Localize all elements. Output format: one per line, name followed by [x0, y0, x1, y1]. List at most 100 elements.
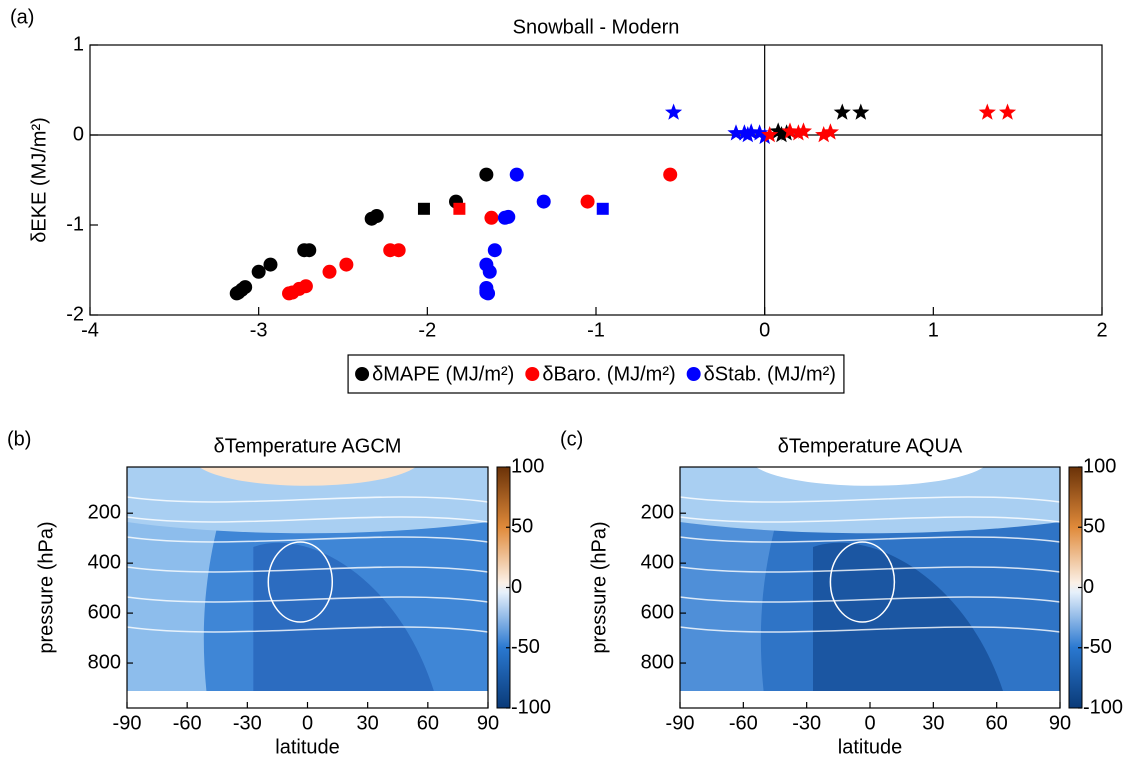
x-tick-label: -60: [173, 712, 202, 734]
point: [481, 286, 496, 301]
point: [297, 243, 312, 258]
colorbar-tick-label: 50: [511, 516, 533, 538]
contour-line: [267, 541, 334, 623]
point: [978, 103, 996, 120]
colorbar-tick-label: 0: [511, 576, 522, 598]
contour-line: [679, 536, 1061, 543]
x-tick-label: 0: [759, 319, 770, 341]
point: [453, 202, 466, 215]
point: [821, 123, 839, 140]
point: [482, 264, 497, 279]
point: [580, 194, 595, 209]
x-tick-label: 60: [986, 712, 1008, 734]
point: [479, 167, 494, 182]
chart-title: Snowball - Modern: [513, 16, 680, 38]
colorbar-tick-label: -100: [1083, 696, 1123, 718]
y-tick-label: -2: [66, 303, 84, 325]
point: [742, 123, 760, 140]
point: [789, 124, 807, 141]
x-tick-label: -1: [587, 319, 605, 341]
point: [833, 103, 851, 120]
y-tick-label: 400: [88, 551, 121, 573]
y-tick-label: 200: [88, 501, 121, 523]
y-axis-label: δEKE (MJ/m²): [28, 117, 50, 243]
point: [781, 122, 799, 139]
point: [727, 124, 745, 141]
colorbar-tick-label: -50: [1083, 636, 1112, 658]
y-tick-label: 0: [73, 123, 84, 145]
point: [509, 167, 524, 182]
legend-marker: [525, 367, 540, 381]
x-tick-label: -30: [792, 712, 821, 734]
legend-label: δBaro. (MJ/m²): [542, 363, 675, 385]
x-tick-label: -90: [113, 712, 142, 734]
x-tick-label: -30: [233, 712, 262, 734]
colorbar-tick-label: -100: [511, 696, 551, 718]
point: [794, 122, 812, 139]
field-region: [253, 542, 434, 691]
x-tick-label: -2: [418, 319, 436, 341]
legend-marker: [686, 367, 701, 381]
panel-label: (b): [7, 428, 31, 450]
point: [263, 257, 278, 272]
x-tick-label: 0: [864, 712, 875, 734]
contour-line: [679, 566, 1061, 573]
x-tick-label: -3: [250, 319, 268, 341]
x-tick-label: 0: [302, 712, 313, 734]
point: [487, 243, 502, 258]
point: [739, 126, 757, 143]
point: [596, 202, 609, 215]
y-tick-label: 1: [73, 33, 84, 55]
point: [282, 286, 297, 301]
legend-marker: [355, 367, 370, 381]
legend-label: δMAPE (MJ/m²): [372, 363, 514, 385]
contour-line: [679, 596, 1061, 603]
y-tick-label: 800: [88, 651, 121, 673]
contour-line: [126, 626, 489, 633]
x-tick-label: 30: [357, 712, 379, 734]
colorbar-tick-label: 100: [511, 455, 544, 477]
chart-title: δTemperature AGCM: [214, 435, 402, 457]
point: [251, 264, 266, 279]
point: [663, 167, 678, 182]
contour-line: [126, 496, 489, 503]
point: [501, 209, 516, 224]
x-tick-label: 90: [477, 712, 499, 734]
point: [322, 264, 337, 279]
point: [751, 124, 769, 141]
contour-line: [126, 536, 489, 543]
x-axis-label: latitude: [275, 736, 340, 758]
panel-label: (c): [560, 428, 583, 450]
contour-line: [679, 516, 1061, 523]
y-tick-label: 600: [641, 601, 674, 623]
point: [852, 103, 870, 120]
point: [773, 126, 791, 143]
y-tick-label: 200: [641, 501, 674, 523]
plot-frame: [89, 44, 1103, 316]
legend-label: δStab. (MJ/m²): [704, 363, 836, 385]
point: [417, 202, 430, 215]
point: [536, 194, 551, 209]
y-tick-label: 800: [641, 651, 674, 673]
field-region: [756, 467, 984, 486]
point: [761, 126, 779, 143]
point: [229, 286, 244, 301]
point: [484, 210, 499, 225]
x-axis-label: latitude: [838, 736, 903, 758]
point: [769, 122, 787, 139]
x-tick-label: 90: [1049, 712, 1071, 734]
point: [364, 211, 379, 226]
y-axis-label: pressure (hPa): [588, 521, 610, 653]
x-tick-label: 2: [1096, 319, 1107, 341]
colorbar-tick-label: 0: [1083, 576, 1094, 598]
x-tick-label: 1: [928, 319, 939, 341]
y-tick-label: 600: [88, 601, 121, 623]
contour-line: [679, 496, 1061, 503]
legend: δMAPE (MJ/m²) δBaro. (MJ/m²) δStab. (MJ/m²…: [347, 354, 845, 394]
y-axis-label: pressure (hPa): [35, 521, 57, 653]
x-tick-label: -90: [666, 712, 695, 734]
contour-line: [126, 566, 489, 573]
contour-line: [126, 596, 489, 603]
colorbar-tick-label: 100: [1083, 455, 1116, 477]
